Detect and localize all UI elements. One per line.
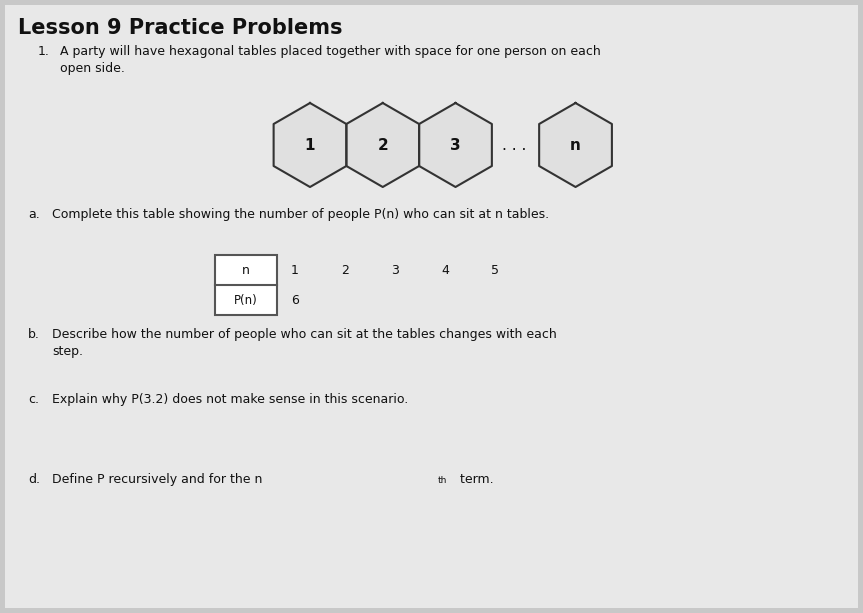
- Polygon shape: [346, 103, 419, 187]
- Text: term.: term.: [456, 473, 494, 486]
- Text: Describe how the number of people who can sit at the tables changes with each
st: Describe how the number of people who ca…: [52, 328, 557, 358]
- Text: Explain why P(3.2) does not make sense in this scenario.: Explain why P(3.2) does not make sense i…: [52, 393, 408, 406]
- Text: 4: 4: [441, 264, 449, 276]
- Polygon shape: [539, 103, 612, 187]
- Text: c.: c.: [28, 393, 39, 406]
- Text: A party will have hexagonal tables placed together with space for one person on : A party will have hexagonal tables place…: [60, 45, 601, 75]
- Text: n: n: [570, 137, 581, 153]
- Text: n: n: [242, 264, 250, 276]
- Text: 1: 1: [291, 264, 299, 276]
- Text: Lesson 9 Practice Problems: Lesson 9 Practice Problems: [18, 18, 343, 38]
- Text: th: th: [438, 476, 447, 485]
- Polygon shape: [419, 103, 492, 187]
- Text: b.: b.: [28, 328, 40, 341]
- Text: P(n): P(n): [234, 294, 258, 306]
- Text: 5: 5: [491, 264, 499, 276]
- Text: 2: 2: [341, 264, 349, 276]
- Text: 3: 3: [450, 137, 461, 153]
- Text: 3: 3: [391, 264, 399, 276]
- Text: Complete this table showing the number of people P(n) who can sit at n tables.: Complete this table showing the number o…: [52, 208, 549, 221]
- Text: a.: a.: [28, 208, 40, 221]
- Text: 1.: 1.: [38, 45, 50, 58]
- Text: Define P recursively and for the n: Define P recursively and for the n: [52, 473, 262, 486]
- Text: 1: 1: [305, 137, 315, 153]
- Text: . . .: . . .: [501, 137, 526, 153]
- Text: d.: d.: [28, 473, 40, 486]
- Bar: [215, 255, 277, 315]
- Text: 2: 2: [377, 137, 388, 153]
- Polygon shape: [274, 103, 346, 187]
- Text: 6: 6: [291, 294, 299, 306]
